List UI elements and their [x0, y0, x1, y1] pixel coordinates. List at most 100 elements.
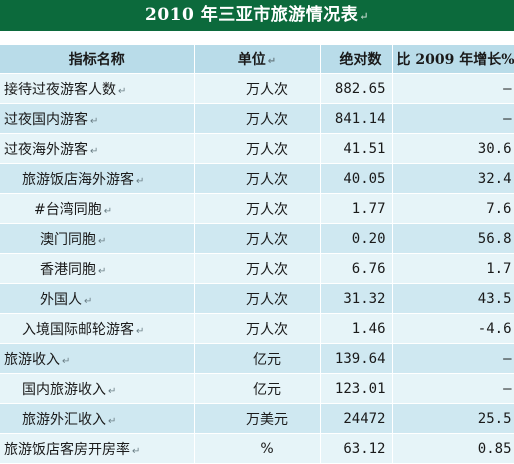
header-growth-label: 比 2009 年增长% — [396, 52, 514, 68]
table-row: 国内旅游收入 ↵ 亿元 123.01 — — [0, 373, 514, 404]
cell-unit: 万美元 — [194, 403, 321, 434]
cell-absolute-value: 1.77 — [320, 193, 393, 224]
cell-absolute-value: 63.12 — [320, 433, 393, 464]
header-name-label: 指标名称 — [68, 52, 125, 68]
unit-value: 万人次 — [246, 171, 288, 188]
cell-growth: 43.5 — [392, 283, 514, 314]
unit-value: 万人次 — [246, 201, 288, 218]
header-absolute: 绝对数 — [320, 45, 393, 74]
cell-indicator-name: 旅游收入 ↵ — [0, 343, 195, 374]
cell-unit: 万人次 — [194, 313, 321, 344]
growth-value: — — [503, 380, 512, 397]
cell-indicator-name: 过夜国内游客 ↵ — [0, 103, 195, 134]
table-row: 外国人 ↵ 万人次 31.32 43.5 — [0, 283, 514, 314]
cell-absolute-value: 882.65 — [320, 73, 393, 104]
cell-growth: 25.5 — [392, 403, 514, 434]
cell-absolute-value: 40.05 — [320, 163, 393, 194]
cell-indicator-name: 澳门同胞 ↵ — [0, 223, 195, 254]
cell-growth: 32.4 — [392, 163, 514, 194]
indicator-name: 外国人 — [40, 291, 82, 308]
unit-value: 亿元 — [253, 351, 281, 368]
absolute-value: 882.65 — [334, 80, 386, 97]
cell-indicator-name: 香港同胞 ↵ — [0, 253, 195, 284]
absolute-value: 0.20 — [351, 230, 386, 247]
indicator-name: 澳门同胞 — [40, 231, 96, 248]
cell-absolute-value: 139.64 — [320, 343, 393, 374]
table-row: 旅游外汇收入 ↵ 万美元 24472 25.5 — [0, 403, 514, 434]
absolute-value: 31.32 — [343, 290, 386, 307]
table-row: 香港同胞 ↵ 万人次 6.76 1.7 — [0, 253, 514, 284]
cell-indicator-name: 入境国际邮轮游客 ↵ — [0, 313, 195, 344]
cell-growth: 30.6 — [392, 133, 514, 164]
cell-absolute-value: 1.46 — [320, 313, 393, 344]
table-row: #台湾同胞 ↵ 万人次 1.77 7.6 — [0, 193, 514, 224]
cell-absolute-value: 41.51 — [320, 133, 393, 164]
indicator-name: 过夜国内游客 — [4, 111, 88, 128]
header-unit: 单位 ↵ — [194, 45, 321, 74]
cell-unit: 万人次 — [194, 193, 321, 224]
table-row: 旅游饭店客房开房率 ↵% 63.12 0.85 — [0, 433, 514, 464]
cell-growth: — — [392, 373, 514, 404]
tourism-table: 指标名称 单位 ↵ 绝对数 比 2009 年增长% 接待过夜游客人数 ↵ 万人次 882… — [0, 45, 514, 464]
unit-value: 万人次 — [246, 291, 288, 308]
cell-indicator-name: 过夜海外游客 ↵ — [0, 133, 195, 164]
cell-unit: 万人次 — [194, 103, 321, 134]
cell-growth: 56.8 — [392, 223, 514, 254]
indicator-name: 旅游收入 — [4, 351, 60, 368]
cell-absolute-value: 24472 — [320, 403, 393, 434]
header-absolute-label: 绝对数 — [339, 52, 382, 68]
growth-value: — — [503, 350, 512, 367]
unit-value: 万美元 — [246, 411, 288, 428]
cell-absolute-value: 6.76 — [320, 253, 393, 284]
paragraph-mark-icon: ↵ — [136, 325, 145, 337]
cell-growth: — — [392, 103, 514, 134]
absolute-value: 40.05 — [343, 170, 386, 187]
cell-unit: % — [194, 433, 321, 464]
unit-value: 万人次 — [246, 81, 288, 98]
indicator-name: 香港同胞 — [40, 261, 96, 278]
cell-indicator-name: 外国人 ↵ — [0, 283, 195, 314]
paragraph-mark-icon: ↵ — [103, 205, 113, 217]
paragraph-mark-icon: ↵ — [90, 145, 99, 157]
indicator-name: 旅游饭店海外游客 — [22, 171, 134, 188]
table-row: 旅游饭店海外游客 ↵ 万人次 40.05 32.4 — [0, 163, 514, 194]
unit-value: 万人次 — [246, 231, 288, 248]
indicator-name: #台湾同胞 — [34, 201, 102, 218]
absolute-value: 1.77 — [351, 200, 386, 217]
growth-value: 25.5 — [477, 410, 512, 427]
unit-value: 亿元 — [253, 381, 281, 398]
cell-unit: 亿元 — [194, 373, 321, 404]
paragraph-mark-icon: ↵ — [108, 415, 117, 427]
absolute-value: 841.14 — [334, 110, 386, 127]
indicator-name: 旅游外汇收入 — [22, 411, 106, 428]
header-growth: 比 2009 年增长% — [392, 45, 514, 74]
growth-value: — — [503, 110, 512, 127]
table-row: 过夜国内游客 ↵ 万人次 841.14 — — [0, 103, 514, 134]
cell-unit: 万人次 — [194, 253, 321, 284]
table-container: 指标名称 单位 ↵ 绝对数 比 2009 年增长% 接待过夜游客人数 ↵ 万人次 882… — [0, 45, 514, 464]
paragraph-mark-icon: ↵ — [136, 175, 145, 187]
cell-indicator-name: 旅游饭店海外游客 ↵ — [0, 163, 195, 194]
cell-growth: 7.6 — [392, 193, 514, 224]
cell-growth: -4.6 — [392, 313, 514, 344]
growth-value: -4.6 — [477, 320, 512, 337]
header-name: 指标名称 — [0, 45, 195, 74]
table-row: 澳门同胞 ↵ 万人次 0.20 56.8 — [0, 223, 514, 254]
cell-indicator-name: 旅游饭店客房开房率 ↵ — [0, 433, 195, 464]
cell-unit: 万人次 — [194, 283, 321, 314]
paragraph-mark-icon: ↵ — [90, 115, 99, 127]
growth-value: 56.8 — [477, 230, 512, 247]
paragraph-mark-icon: ↵ — [267, 56, 277, 67]
indicator-name: 接待过夜游客人数 — [4, 81, 116, 98]
cell-absolute-value: 841.14 — [320, 103, 393, 134]
growth-value: 1.7 — [486, 260, 512, 277]
absolute-value: 6.76 — [351, 260, 386, 277]
unit-value: 万人次 — [246, 111, 288, 128]
cell-unit: 万人次 — [194, 73, 321, 104]
cell-indicator-name: 接待过夜游客人数 ↵ — [0, 73, 195, 104]
table-row: 接待过夜游客人数 ↵ 万人次 882.65 — — [0, 73, 514, 104]
paragraph-mark-icon: ↵ — [108, 385, 117, 397]
cell-unit: 万人次 — [194, 223, 321, 254]
growth-value: 32.4 — [477, 170, 512, 187]
absolute-value: 123.01 — [334, 380, 386, 397]
